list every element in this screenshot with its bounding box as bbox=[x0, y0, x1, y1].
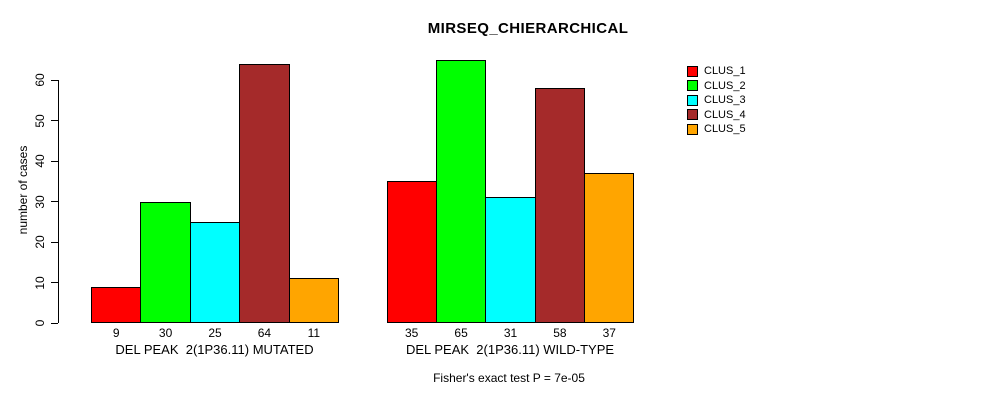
y-tick-label: 30 bbox=[33, 194, 47, 209]
y-axis-tick bbox=[51, 322, 58, 324]
y-axis-tick bbox=[51, 79, 58, 81]
y-axis-label: number of cases bbox=[16, 145, 30, 235]
y-axis-tick bbox=[51, 120, 58, 121]
legend-swatch-clus-5 bbox=[687, 123, 698, 135]
legend-label: CLUS_1 bbox=[704, 65, 746, 78]
legend-swatch-clus-2 bbox=[687, 80, 698, 92]
bar-value-label: 64 bbox=[257, 326, 272, 340]
legend-item-clus-4: CLUS_4 bbox=[687, 108, 746, 123]
legend-swatch-clus-3 bbox=[687, 94, 698, 106]
bar-value-label: 58 bbox=[553, 326, 567, 340]
y-tick-label: 10 bbox=[33, 275, 47, 290]
bar-clus_4-wildtype bbox=[534, 88, 586, 323]
legend-swatch-clus-1 bbox=[687, 65, 698, 77]
fisher-test-annotation: Fisher's exact test P = 7e-05 bbox=[433, 371, 585, 385]
bar-clus_5-mutated bbox=[288, 278, 339, 323]
bar-value-label: 30 bbox=[158, 326, 173, 340]
y-axis-tick bbox=[51, 201, 58, 202]
legend-item-clus-5: CLUS_5 bbox=[687, 122, 746, 137]
bar-value-label: 31 bbox=[503, 326, 518, 340]
bar-value-label: 37 bbox=[602, 326, 616, 340]
legend-swatch-clus-4 bbox=[687, 109, 698, 121]
bar-clus_3-mutated bbox=[189, 221, 241, 323]
legend-label: CLUS_5 bbox=[704, 123, 746, 136]
x-group-label-wildtype: DEL PEAK 2(1P36.11) WILD-TYPE bbox=[405, 342, 615, 357]
bar-clus_3-wildtype bbox=[485, 197, 536, 323]
y-tick-label: 60 bbox=[33, 73, 47, 87]
bar-clus_2-wildtype bbox=[435, 59, 487, 323]
y-axis-tick bbox=[51, 241, 58, 243]
bar-value-label: 9 bbox=[112, 326, 120, 340]
bar-clus_1-wildtype bbox=[386, 181, 437, 323]
bar-clus_5-wildtype bbox=[584, 173, 635, 323]
legend-label: CLUS_4 bbox=[704, 108, 746, 121]
bar-value-label: 11 bbox=[307, 326, 321, 340]
y-tick-label: 0 bbox=[33, 319, 47, 327]
y-axis-tick bbox=[51, 282, 58, 283]
x-group-label-mutated: DEL PEAK 2(1P36.11) MUTATED bbox=[115, 342, 314, 357]
y-tick-label: 20 bbox=[33, 235, 47, 249]
y-tick-label: 40 bbox=[33, 154, 47, 168]
y-axis-line bbox=[58, 80, 59, 323]
bar-value-label: 65 bbox=[454, 326, 468, 340]
bar-clus_1-mutated bbox=[91, 286, 142, 323]
legend-label: CLUS_2 bbox=[704, 79, 746, 92]
y-axis-tick bbox=[51, 160, 58, 162]
legend-label: CLUS_3 bbox=[704, 94, 746, 107]
chart-title: MIRSEQ_CHIERARCHICAL bbox=[427, 20, 629, 37]
bar-clus_4-mutated bbox=[239, 63, 290, 323]
bar-value-label: 25 bbox=[208, 326, 222, 340]
bar-clus_2-mutated bbox=[140, 201, 191, 323]
legend-item-clus-1: CLUS_1 bbox=[687, 64, 746, 79]
bar-value-label: 35 bbox=[405, 326, 419, 340]
legend-item-clus-3: CLUS_3 bbox=[687, 93, 746, 108]
y-tick-label: 50 bbox=[33, 113, 47, 128]
legend-item-clus-2: CLUS_2 bbox=[687, 79, 746, 94]
legend: CLUS_1 CLUS_2 CLUS_3 CLUS_4 CLUS_5 bbox=[687, 64, 746, 137]
